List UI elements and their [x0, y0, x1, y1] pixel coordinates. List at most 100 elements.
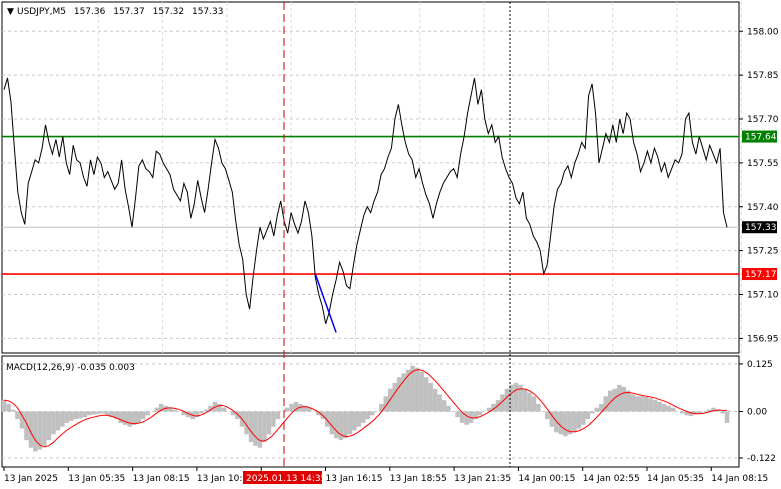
- macd-bar: [594, 407, 599, 412]
- macd-bar: [486, 407, 492, 412]
- price-tick-label: 156.95: [747, 334, 779, 344]
- macd-bar: [96, 411, 101, 414]
- macd-bar: [15, 411, 20, 420]
- macd-title: MACD(12,26,9) -0.035 0.003: [6, 363, 135, 373]
- macd-bar: [329, 411, 335, 435]
- macd-bar: [630, 394, 635, 412]
- time-axis: 13 Jan 2025 13 Jan 05:35 13 Jan 08:15 13 Ja…: [3, 467, 768, 484]
- macd-bar: [684, 411, 689, 416]
- macd-bar: [230, 411, 236, 416]
- macd-bar: [334, 411, 339, 439]
- macd-bar: [203, 409, 209, 412]
- price-pane[interactable]: 158.00157.85157.70157.55157.40157.25157.…: [1, 1, 779, 354]
- macd-bar: [648, 398, 653, 412]
- macd-bar: [37, 411, 43, 450]
- macd-bar: [275, 411, 281, 420]
- macd-bar: [60, 411, 65, 427]
- price-level-badge-label: 157.33: [745, 223, 777, 233]
- time-tick-label-highlighted: 2025.01.13 14:35: [246, 474, 326, 484]
- macd-bar: [657, 402, 662, 412]
- price-tick-label: 157.40: [747, 203, 779, 213]
- macd-tick-label: 0.00: [747, 408, 767, 418]
- macd-bar: [652, 400, 658, 412]
- macd-bar: [266, 411, 272, 435]
- vertical-markers: [283, 2, 511, 467]
- macd-bar: [82, 411, 88, 418]
- macd-bar: [158, 403, 164, 412]
- macd-bar: [626, 390, 631, 412]
- macd-bar: [639, 396, 644, 412]
- time-tick-label: 13 Jan 05:35: [68, 474, 125, 484]
- price-tick-label: 157.10: [747, 291, 779, 301]
- macd-bar: [217, 403, 222, 412]
- macd-bar: [661, 403, 667, 412]
- macd-bar: [105, 411, 110, 416]
- price-level-badge: [742, 221, 777, 234]
- macd-bar: [576, 411, 582, 429]
- price-levels: [2, 135, 739, 275]
- macd-bar: [262, 411, 267, 442]
- macd-bar: [307, 407, 312, 412]
- macd-bar: [522, 388, 528, 412]
- macd-bar: [199, 411, 204, 414]
- macd-bar: [612, 388, 617, 412]
- macd-bar: [428, 382, 433, 412]
- macd-signal-line: [3, 369, 727, 448]
- macd-bar: [549, 411, 555, 427]
- time-tick-label: 13 Jan 18:55: [390, 474, 447, 484]
- macd-bar: [441, 400, 447, 412]
- price-tick-label: 157.70: [747, 115, 779, 125]
- macd-bar: [42, 411, 47, 446]
- macd-bar: [127, 411, 132, 427]
- macd-bar: [500, 394, 505, 412]
- macd-bar: [410, 365, 415, 412]
- macd-bar: [352, 411, 357, 431]
- time-tick-label: 13 Jan 2025: [4, 474, 58, 484]
- price-header: USDJPY,M5 157.36 157.37 157.32 157.33: [17, 7, 223, 17]
- macd-bar: [379, 403, 384, 412]
- macd-bar: [590, 411, 595, 414]
- macd-bar: [118, 411, 123, 423]
- macd-bar: [383, 396, 388, 412]
- macd-bar: [172, 409, 177, 412]
- macd-bar: [87, 411, 92, 416]
- trend-drawing[interactable]: [314, 273, 337, 333]
- macd-bar: [284, 407, 290, 412]
- macd-bar: [446, 405, 451, 412]
- macd-bar: [141, 411, 146, 420]
- macd-bar: [608, 390, 613, 412]
- macd-bar: [114, 411, 119, 420]
- macd-bar: [167, 407, 173, 412]
- macd-bar: [509, 384, 514, 412]
- macd-bar: [221, 407, 227, 412]
- macd-bar: [338, 411, 344, 441]
- price-series-line: [3, 77, 728, 324]
- macd-bar: [513, 382, 519, 412]
- time-tick-label: 14 Jan 02:55: [583, 474, 640, 484]
- time-tick-label: 13 Jan 10:55: [197, 474, 254, 484]
- high-value: 157.37: [113, 7, 145, 17]
- macd-bar: [405, 369, 411, 412]
- macd-bar: [670, 407, 676, 412]
- price-tick-label: 157.55: [747, 159, 779, 169]
- macd-bar: [567, 411, 573, 435]
- macd-bar: [527, 392, 532, 412]
- time-tick-label: 13 Jan 21:35: [454, 474, 511, 484]
- macd-bar: [154, 407, 159, 412]
- macd-bar: [432, 388, 438, 412]
- price-level-badge: [742, 268, 777, 281]
- macd-pane[interactable]: 0.125 0.00 -0.122 MACD(12,26,9) -0.035 0.0…: [1, 355, 776, 468]
- macd-bar: [666, 405, 671, 412]
- macd-bar: [293, 402, 299, 412]
- macd-bar: [396, 377, 402, 412]
- macd-bar: [635, 396, 640, 412]
- macd-bar: [688, 411, 694, 417]
- open-value: 157.36: [74, 7, 106, 17]
- macd-bar: [518, 384, 523, 412]
- header-arrow-icon[interactable]: ▼: [7, 7, 14, 17]
- time-tick-label: 14 Jan 00:15: [518, 474, 575, 484]
- macd-bar: [132, 411, 137, 425]
- macd-bar: [536, 403, 541, 412]
- macd-bar: [145, 411, 150, 416]
